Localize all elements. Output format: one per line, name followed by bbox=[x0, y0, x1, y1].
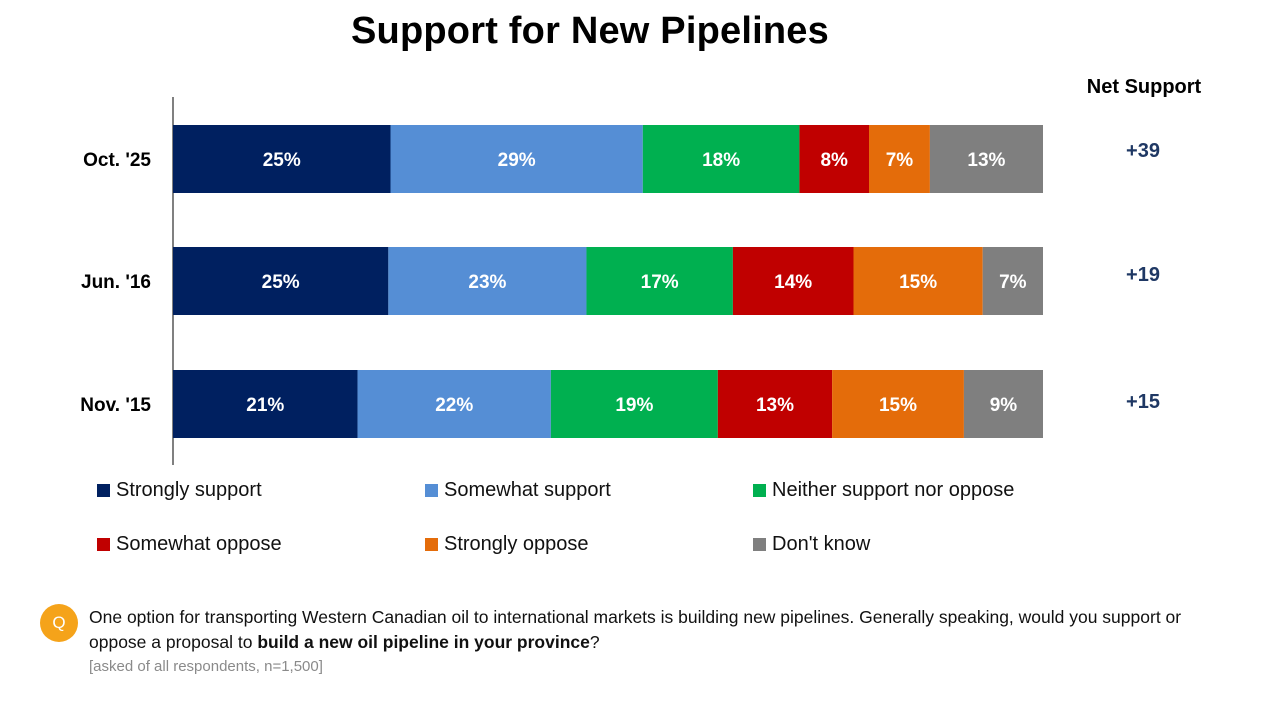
data-label: 8% bbox=[820, 150, 848, 171]
data-label: 25% bbox=[262, 272, 300, 293]
data-label: 15% bbox=[879, 395, 917, 416]
legend-swatch bbox=[753, 484, 766, 497]
bar-segment bbox=[642, 125, 800, 193]
data-label: 22% bbox=[435, 395, 473, 416]
bar-segment bbox=[173, 370, 358, 438]
data-label: 7% bbox=[999, 272, 1027, 293]
bar-segment bbox=[869, 125, 930, 193]
data-label: 7% bbox=[886, 150, 914, 171]
legend-item: Somewhat oppose bbox=[97, 533, 282, 556]
data-label: 15% bbox=[899, 272, 937, 293]
net-support-value: +15 bbox=[1126, 391, 1160, 413]
question-text-post: ? bbox=[589, 632, 600, 652]
data-label: 18% bbox=[702, 150, 740, 171]
legend-label: Neither support nor oppose bbox=[772, 479, 1015, 501]
bar-segment bbox=[390, 125, 643, 193]
bar-segment bbox=[982, 247, 1043, 315]
bar-segment bbox=[550, 370, 718, 438]
data-label: 9% bbox=[990, 395, 1018, 416]
category-label: Nov. '15 bbox=[80, 395, 151, 416]
legend-label: Don't know bbox=[772, 533, 871, 555]
sample-base: [asked of all respondents, n=1,500] bbox=[89, 658, 323, 675]
legend-swatch bbox=[97, 538, 110, 551]
question-text-bold: build a new oil pipeline in your provinc… bbox=[257, 632, 590, 652]
net-support-value: +39 bbox=[1126, 140, 1160, 162]
bar-segment bbox=[173, 247, 389, 315]
legend-swatch bbox=[425, 484, 438, 497]
bar-segment bbox=[853, 247, 983, 315]
bar-segment bbox=[929, 125, 1043, 193]
data-label: 14% bbox=[774, 272, 812, 293]
stacked-bar-chart: Oct. '25 25% 29% 18% 8% 7% 13% +39 Jun. '16 25% 23… bbox=[80, 97, 1160, 465]
legend-item: Strongly support bbox=[97, 479, 262, 502]
legend-label: Strongly support bbox=[116, 479, 262, 501]
bar-segment bbox=[963, 370, 1043, 438]
question-text: One option for transporting Western Cana… bbox=[89, 605, 1239, 655]
legend-label: Somewhat support bbox=[444, 479, 611, 501]
net-support-header: Net Support bbox=[1086, 76, 1202, 98]
legend-swatch bbox=[425, 538, 438, 551]
category-label: Oct. '25 bbox=[83, 150, 151, 171]
data-label: 13% bbox=[967, 150, 1005, 171]
data-label: 29% bbox=[498, 150, 536, 171]
bar-segment bbox=[732, 247, 854, 315]
legend-item: Strongly oppose bbox=[425, 533, 589, 556]
data-label: 17% bbox=[641, 272, 679, 293]
data-label: 19% bbox=[615, 395, 653, 416]
legend-swatch bbox=[753, 538, 766, 551]
question-text-pre: One option for transporting Western Cana… bbox=[89, 607, 1182, 652]
legend-swatch bbox=[97, 484, 110, 497]
legend-label: Strongly oppose bbox=[444, 533, 589, 555]
legend-item: Neither support nor oppose bbox=[753, 479, 1014, 502]
category-label: Jun. '16 bbox=[81, 272, 151, 293]
bar-segment bbox=[173, 125, 391, 193]
chart-title: Support for New Pipelines bbox=[351, 10, 829, 52]
data-label: 21% bbox=[246, 395, 284, 416]
data-label: 23% bbox=[468, 272, 506, 293]
bar-segment bbox=[717, 370, 833, 438]
legend-item: Somewhat support bbox=[425, 479, 611, 502]
bar-segment bbox=[832, 370, 964, 438]
legend-label: Somewhat oppose bbox=[116, 533, 282, 555]
bar-segment bbox=[586, 247, 733, 315]
net-support-value: +19 bbox=[1126, 264, 1160, 286]
legend-item: Don't know bbox=[753, 533, 870, 556]
data-label: 25% bbox=[263, 150, 301, 171]
bar-segment bbox=[388, 247, 587, 315]
question-badge-icon: Q bbox=[40, 604, 78, 642]
bar-segment bbox=[799, 125, 869, 193]
data-label: 13% bbox=[756, 395, 794, 416]
bar-segment bbox=[357, 370, 551, 438]
